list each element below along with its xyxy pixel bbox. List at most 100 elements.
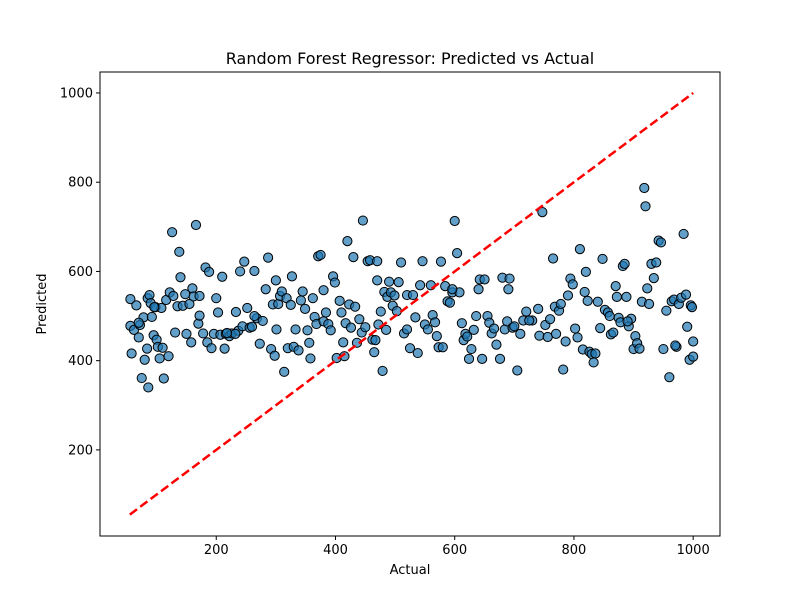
data-point [393,277,404,288]
data-point [217,271,228,282]
data-point [611,291,622,302]
data-point [395,257,407,268]
data-point [302,325,313,336]
data-point [235,266,246,277]
data-point [562,290,574,301]
data-point [404,343,416,354]
data-point [320,307,332,318]
data-point [348,252,359,263]
data-point [389,290,400,301]
data-point [572,332,583,343]
data-point [369,347,380,358]
axis-ticks: 200 400 600 800 1000 200 400 600 800 1000 [60,86,710,558]
data-point [456,318,467,329]
plot-frame [99,71,721,537]
data-point [670,340,681,351]
data-point [345,322,357,333]
data-point [463,353,475,364]
data-point [509,321,520,332]
data-point [186,337,197,348]
data-point [206,343,217,354]
x-tick-label: 600 [442,543,467,558]
data-point [136,372,147,384]
data-point [570,323,581,334]
data-point [479,274,490,285]
data-point [661,305,672,316]
plot-area [125,91,699,516]
data-point [163,351,174,362]
data-point [242,302,253,314]
data-point [468,324,479,335]
data-point [533,303,544,315]
data-point [194,310,205,321]
x-tick-label: 400 [323,543,348,558]
data-point [221,327,233,339]
data-point [143,382,154,393]
data-point [619,258,630,269]
data-point [263,252,274,263]
data-point [370,335,381,346]
data-point [271,324,282,335]
x-tick-label: 800 [562,543,587,558]
data-point [604,310,615,322]
data-point [299,303,311,315]
data-point [357,215,368,226]
data-point [678,228,689,240]
data-point [555,298,566,310]
x-tick-label: 200 [204,543,229,558]
data-point [354,314,365,325]
data-point [680,289,692,300]
data-point [651,257,662,268]
data-point [579,286,590,298]
data-point [590,348,601,359]
data-point [452,248,463,259]
data-point [431,331,442,342]
data-point [219,343,230,354]
data-point [175,272,186,283]
data-point [157,342,168,353]
y-tick-label: 1000 [60,86,93,101]
data-point [466,343,477,355]
data-point [410,312,421,323]
data-point [375,306,386,317]
data-point [142,343,153,354]
data-point [580,266,591,277]
data-point [550,328,562,339]
data-point [639,182,650,194]
data-point [643,298,655,310]
data-point [574,244,586,255]
data-point [286,271,298,282]
data-point [174,246,185,257]
data-point [350,301,361,312]
data-point [547,253,559,264]
data-point [230,306,242,318]
data-point [131,300,142,311]
chart-title: Random Forest Regressor: Predicted vs Ac… [226,49,594,68]
data-point [534,330,545,341]
x-tick-label: 1000 [677,543,710,558]
data-point [318,285,329,296]
data-point [329,277,340,288]
data-point [181,328,192,339]
data-point [254,338,265,349]
data-point [515,328,526,339]
data-point [425,280,436,291]
data-point [360,322,371,333]
data-point [212,307,224,318]
data-point [642,283,653,294]
data-point [279,366,290,377]
data-point [184,298,195,310]
data-point [488,323,500,334]
y-tick-label: 200 [68,443,93,458]
data-point [377,365,388,377]
data-point [610,281,621,292]
data-point [384,276,395,287]
data-point [494,353,506,364]
data-point [168,290,179,302]
data-point [139,354,150,365]
data-point [473,284,484,295]
data-point [260,284,271,295]
data-point [648,273,659,284]
x-axis-label: Actual [390,563,431,578]
data-point [336,307,347,318]
